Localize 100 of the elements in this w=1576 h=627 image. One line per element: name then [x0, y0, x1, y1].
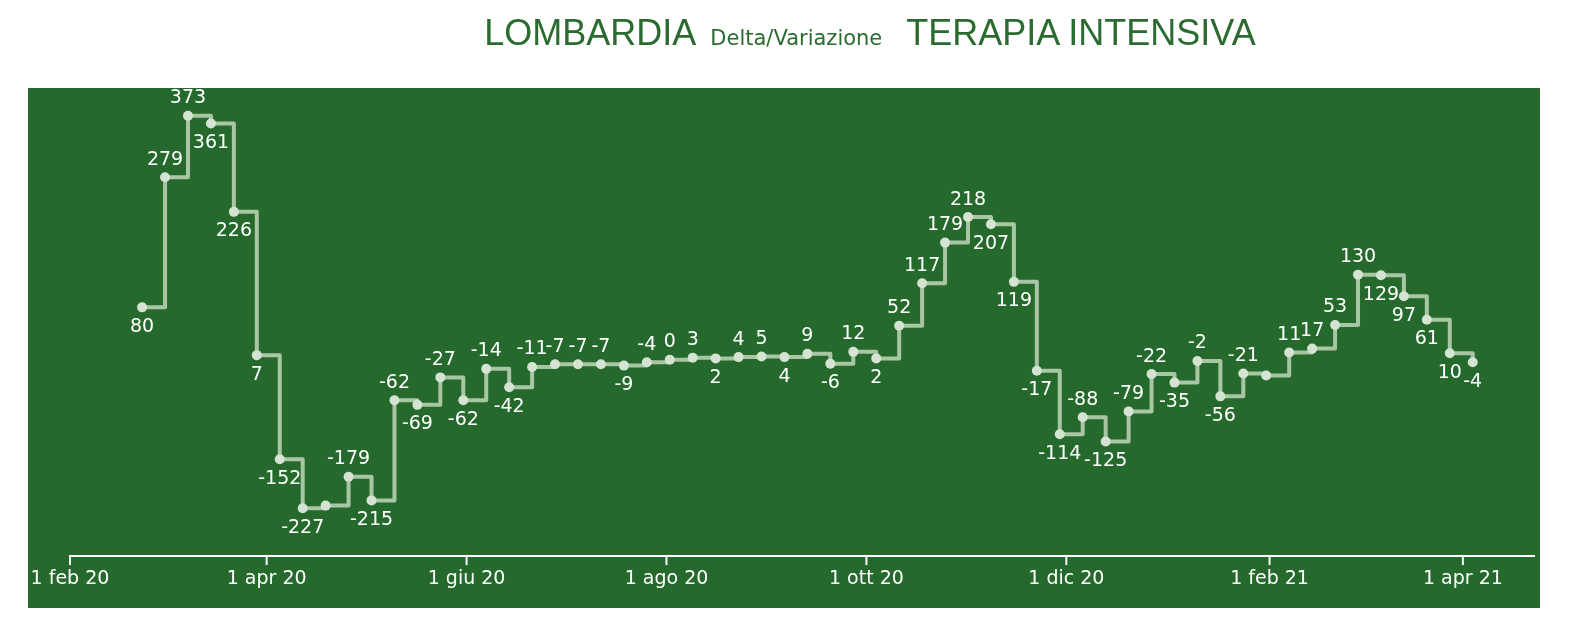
data-label: -56 — [1204, 402, 1236, 425]
point — [228, 206, 239, 217]
data-label: -152 — [258, 465, 302, 488]
point — [1330, 320, 1341, 331]
data-label: 12 — [841, 321, 866, 344]
data-label: -35 — [1158, 389, 1191, 412]
data-label: 17 — [1300, 318, 1325, 341]
data-label: 373 — [169, 85, 207, 108]
point — [779, 352, 790, 363]
chart-title: LOMBARDIA — [484, 12, 697, 54]
data-label: -62 — [378, 369, 410, 392]
point — [550, 359, 561, 370]
point — [618, 360, 629, 371]
point — [1031, 365, 1042, 376]
point — [1375, 270, 1386, 281]
data-label: 117 — [903, 252, 941, 275]
x-tick-label: 1 giu 20 — [427, 566, 506, 589]
data-label: -7 — [591, 333, 611, 356]
point — [985, 219, 996, 230]
point — [917, 278, 928, 289]
point — [1467, 357, 1478, 368]
point — [1398, 291, 1409, 302]
data-label: 2 — [870, 364, 883, 387]
data-label: -27 — [424, 346, 456, 369]
point — [595, 359, 606, 370]
point — [1307, 343, 1318, 354]
point — [182, 110, 193, 121]
data-label: 361 — [192, 129, 230, 152]
point — [1353, 269, 1364, 280]
data-label: 7 — [250, 361, 263, 384]
data-label: 9 — [801, 323, 814, 346]
data-label: 4 — [732, 326, 745, 349]
data-label: 11 — [1277, 321, 1302, 344]
point — [963, 212, 974, 223]
point — [481, 363, 492, 374]
data-label: 129 — [1362, 281, 1400, 304]
x-tick-label: 1 ott 20 — [828, 566, 904, 589]
data-label: 179 — [926, 212, 964, 235]
chart-subtitle: Delta/Variazione — [710, 26, 883, 50]
data-label: 10 — [1437, 359, 1462, 382]
point — [871, 353, 882, 364]
data-label: 2 — [709, 364, 722, 387]
data-label: 218 — [949, 186, 987, 209]
point — [1192, 356, 1203, 367]
data-label: -79 — [1113, 380, 1145, 403]
text: TERAPIA INTENSIVA — [906, 12, 1256, 54]
data-label: 80 — [130, 313, 155, 336]
point — [1238, 368, 1249, 379]
data-label: -4 — [637, 331, 657, 354]
data-label: 3 — [686, 327, 699, 350]
point — [825, 358, 836, 369]
data-label: 53 — [1322, 294, 1348, 317]
data-label: -69 — [401, 411, 433, 434]
x-tick-label: 1 feb 20 — [30, 566, 110, 589]
point — [664, 354, 675, 365]
data-label: -7 — [568, 333, 588, 356]
data-label: -21 — [1227, 342, 1259, 365]
point — [802, 348, 813, 359]
data-label: -125 — [1084, 447, 1128, 470]
data-label: 119 — [995, 288, 1033, 311]
data-label: 0 — [663, 329, 676, 352]
data-label: -215 — [349, 506, 394, 529]
data-label: -4 — [1463, 368, 1483, 391]
point — [251, 350, 262, 361]
point — [940, 237, 951, 248]
point — [1123, 406, 1134, 417]
data-label: -62 — [447, 406, 479, 429]
point — [1146, 369, 1157, 380]
data-label: 207 — [972, 230, 1010, 253]
point — [710, 353, 721, 364]
x-tick-label: 1 apr 21 — [1422, 566, 1503, 589]
point — [458, 395, 469, 406]
point — [343, 471, 354, 482]
x-tick-label: 1 apr 20 — [226, 566, 307, 589]
data-label: 226 — [215, 218, 252, 241]
data-label: 52 — [887, 295, 912, 318]
point — [205, 118, 216, 129]
point — [733, 352, 744, 363]
x-tick-label: 1 feb 21 — [1230, 566, 1309, 589]
point — [1421, 314, 1432, 325]
point — [504, 382, 515, 393]
data-label: -7 — [545, 333, 565, 356]
data-label: -14 — [470, 338, 502, 361]
data-label: -17 — [1021, 377, 1053, 400]
data-label: -179 — [327, 446, 371, 469]
data-label: 5 — [755, 325, 768, 348]
point — [412, 399, 423, 410]
point — [297, 503, 308, 514]
x-tick-label: 1 ago 20 — [624, 566, 709, 589]
point — [320, 500, 331, 511]
data-label: -22 — [1136, 343, 1168, 366]
point — [137, 302, 148, 313]
point — [641, 357, 652, 368]
point — [1008, 276, 1019, 287]
point — [435, 372, 446, 383]
point — [1077, 412, 1088, 423]
point — [1100, 436, 1111, 447]
data-label: 97 — [1391, 302, 1416, 325]
point — [894, 320, 905, 331]
point — [274, 454, 285, 465]
